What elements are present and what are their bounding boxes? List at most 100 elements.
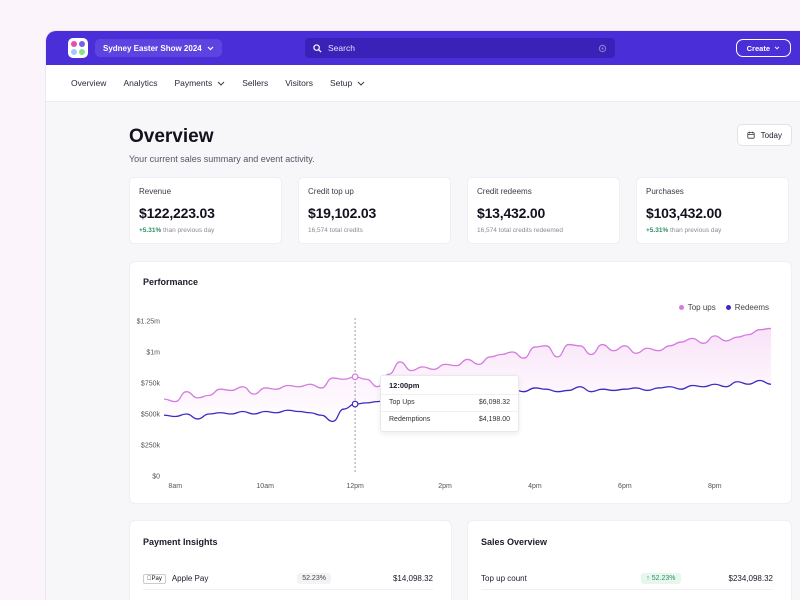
page-subtitle: Your current sales summary and event act… (129, 154, 315, 164)
sales-overview-card: Sales Overview Top up count ↑ 52.23% $23… (467, 520, 792, 600)
main-nav: Overview Analytics Payments Sellers Visi… (46, 65, 800, 102)
stat-foot: +5.31% than previous day (646, 227, 779, 234)
event-name: Sydney Easter Show 2024 (103, 43, 202, 53)
stat-foot: 16,574 total credits redeemed (477, 227, 610, 234)
x-tick-label: 8am (168, 483, 182, 490)
sales-row-value: $234,098.32 (728, 574, 774, 583)
app-window: Sydney Easter Show 2024 Search Create Ov… (46, 31, 800, 600)
chevron-down-icon (207, 46, 214, 50)
sales-row[interactable]: Top up count ↑ 52.23% $234,098.32 (481, 568, 773, 590)
sales-row-percent: ↑ 52.23% (641, 573, 681, 584)
stat-card-credit-redeems: Credit redeems $13,432.00 16,574 total c… (467, 177, 620, 244)
legend-dot (678, 305, 684, 311)
stat-label: Credit top up (308, 187, 354, 196)
create-label: Create (746, 43, 770, 53)
legend-label: Top ups (687, 303, 716, 312)
main-content: Overview Your current sales summary and … (129, 124, 792, 600)
stat-foot-text: 16,574 total credits (308, 227, 363, 234)
stat-foot: +5.31% than previous day (139, 227, 272, 234)
nav-overview[interactable]: Overview (71, 78, 106, 88)
nav-payments[interactable]: Payments (174, 78, 225, 88)
nav-label: Visitors (285, 78, 313, 88)
sales-overview-title: Sales Overview (481, 537, 548, 547)
stat-label: Credit redeems (477, 187, 532, 196)
tooltip-row: Redemptions $4,198.00 (381, 411, 518, 428)
payment-method-row[interactable]: Pay Apple Pay 52.23% $14,098.32 (143, 568, 433, 590)
search-icon (313, 43, 322, 53)
hover-point-redeems (351, 400, 359, 408)
tooltip-label: Top Ups (389, 399, 415, 406)
stat-change: +5.31% (139, 227, 162, 234)
stat-value: $13,432.00 (477, 205, 546, 221)
calendar-icon (747, 131, 755, 139)
event-selector[interactable]: Sydney Easter Show 2024 (95, 39, 222, 57)
stat-card-credit-top-up: Credit top up $19,102.03 16,574 total cr… (298, 177, 451, 244)
stat-foot-text: 16,574 total credits redeemed (477, 227, 563, 234)
stat-card-purchases: Purchases $103,432.00 +5.31% than previo… (636, 177, 789, 244)
performance-title: Performance (143, 277, 199, 287)
nav-label: Sellers (242, 78, 269, 88)
stat-value: $19,102.03 (308, 205, 377, 221)
payment-method-percent: 52.23% (297, 573, 331, 584)
chevron-down-icon (774, 46, 780, 50)
legend-label: Redeems (734, 303, 769, 312)
tooltip-value: $4,198.00 (478, 416, 510, 423)
nav-label: Payments (174, 78, 213, 88)
x-tick-label: 4pm (528, 483, 542, 490)
legend-dot (725, 305, 731, 311)
nav-label: Overview (71, 78, 107, 88)
chevron-down-icon (357, 81, 365, 86)
stat-foot-text: than previous day (163, 227, 215, 234)
stat-value: $122,223.03 (139, 205, 215, 221)
nav-analytics[interactable]: Analytics (123, 78, 157, 88)
page-title: Overview (129, 126, 214, 147)
sales-row-percent-value: 52.23% (651, 575, 676, 582)
y-tick-label: $750k (141, 381, 161, 388)
series-line-topups (163, 327, 772, 403)
stat-value: $103,432.00 (646, 205, 722, 221)
payment-method-value: $14,098.32 (392, 574, 433, 583)
nav-label: Analytics (123, 78, 158, 88)
x-tick-label: 12pm (346, 483, 364, 490)
performance-card: Performance Top ups Redeems $0 $250k $500k… (129, 261, 792, 504)
search-bar[interactable]: Search (305, 38, 615, 58)
y-tick-label: $1.25m (137, 319, 161, 326)
area-fill (164, 328, 771, 422)
y-tick-label: $500k (141, 412, 161, 419)
apple-pay-logo-text: Pay (147, 575, 162, 582)
settings-icon[interactable] (598, 44, 607, 53)
nav-visitors[interactable]: Visitors (285, 78, 313, 88)
tooltip-row: Top Ups $6,098.32 (381, 394, 518, 411)
apple-pay-icon: Pay (143, 573, 166, 584)
x-tick-label: 10am (256, 483, 274, 490)
tooltip-label: Redemptions (389, 416, 431, 423)
top-bar: Sydney Easter Show 2024 Search Create (46, 31, 800, 65)
x-tick-label: 6pm (618, 483, 632, 490)
legend-item-redeems[interactable]: Redeems (725, 303, 769, 312)
chevron-down-icon (217, 81, 225, 86)
x-tick-label: 8pm (708, 483, 722, 490)
x-tick-label: 2pm (438, 483, 452, 490)
app-logo[interactable] (68, 38, 88, 58)
date-button-label: Today (760, 130, 782, 140)
stat-card-revenue: Revenue $122,223.03 +5.31% than previous… (129, 177, 282, 244)
y-tick-label: $1m (146, 350, 160, 357)
nav-label: Setup (329, 78, 353, 88)
nav-setup[interactable]: Setup (330, 78, 365, 88)
create-button[interactable]: Create (735, 39, 791, 57)
nav-sellers[interactable]: Sellers (242, 78, 268, 88)
payment-insights-title: Payment Insights (143, 537, 218, 547)
search-input[interactable]: Search (328, 43, 355, 53)
chart-legend: Top ups Redeems (678, 303, 769, 312)
legend-item-topups[interactable]: Top ups (678, 303, 716, 312)
stats-row: Revenue $122,223.03 +5.31% than previous… (129, 177, 792, 244)
stat-label: Revenue (139, 187, 172, 196)
payment-insights-card: Payment Insights Pay Apple Pay 52.23% $… (129, 520, 452, 600)
tooltip-value: $6,098.32 (478, 399, 510, 406)
date-range-button[interactable]: Today (736, 124, 792, 146)
payment-method-label: Apple Pay (167, 574, 208, 583)
tooltip-time: 12:00pm (389, 381, 420, 390)
sales-row-label: Top up count (481, 574, 527, 583)
performance-chart[interactable]: $0 $250k $500k $750k $1m $1.25m 8am 10am 12pm 2pm… (130, 262, 793, 505)
stat-change: +5.31% (646, 227, 669, 234)
